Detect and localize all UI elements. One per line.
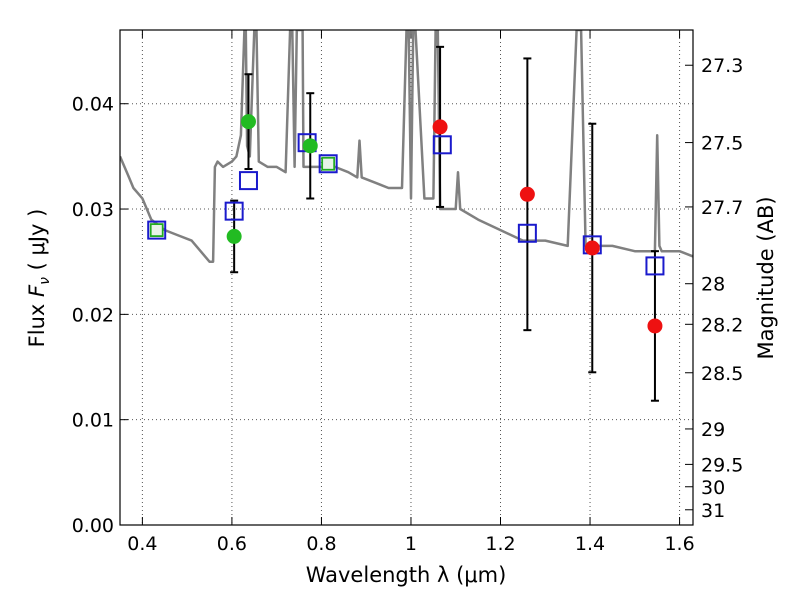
red-point-0 <box>432 119 448 135</box>
y-tick-label-3: 0.03 <box>72 199 114 221</box>
y-tick-label-4: 0.04 <box>72 94 114 116</box>
y-axis-label-symbol: F <box>25 284 49 297</box>
y2-tick-label-9: 31 <box>701 500 725 522</box>
plot-area <box>120 30 693 402</box>
model-box-8 <box>645 256 665 276</box>
y-axis-label: Flux Fν ( μJy ) <box>25 209 53 348</box>
plot-frame <box>119 29 694 526</box>
x-tick-label-0: 0.4 <box>127 533 157 555</box>
y-axis-label-suffix: ( μJy ) <box>25 209 49 277</box>
y-axis-label-prefix: Flux <box>25 297 49 347</box>
y2-tick-label-3: 28 <box>701 274 725 296</box>
y-tick-label-2: 0.02 <box>72 304 114 326</box>
y-tick-label-1: 0.01 <box>72 410 114 432</box>
y2-tick-label-2: 27.7 <box>701 197 743 219</box>
model-box-5 <box>432 135 452 155</box>
axes-frame <box>119 29 694 526</box>
red-point-1 <box>519 186 535 202</box>
model-box-6 <box>517 223 537 243</box>
y2-tick-label-4: 28.2 <box>701 314 743 336</box>
x-tick-label-1: 0.6 <box>217 533 247 555</box>
model-box-2 <box>238 171 258 191</box>
y2-tick-label-7: 29.5 <box>701 454 743 476</box>
tick-labels: 0.4 0.6 0.8 1 1.2 1.4 1.6 0.00 0.01 0.02 0.03 0.04 2… <box>72 55 744 555</box>
green-point-2 <box>302 138 318 154</box>
y2-tick-label-5: 28.5 <box>701 363 743 385</box>
red-point-2 <box>584 240 600 256</box>
y-tick-label-0: 0.00 <box>72 515 114 537</box>
model-box-0 <box>147 220 167 240</box>
y2-tick-label-8: 30 <box>701 477 725 499</box>
model-box-1 <box>224 201 244 221</box>
x-axis-label: Wavelength λ (μm) <box>306 563 507 587</box>
inner-box-0 <box>149 223 164 238</box>
model-spectrum-line <box>120 30 693 263</box>
y2-tick-label-0: 27.3 <box>701 55 743 77</box>
inner-box-1 <box>321 156 336 171</box>
x-tick-label-2: 0.8 <box>306 533 336 555</box>
green-point-1 <box>240 114 256 130</box>
y-axis-label-subscript: ν <box>37 277 53 285</box>
y2-tick-label-1: 27.5 <box>701 133 743 155</box>
grid <box>120 30 693 526</box>
x-tick-label-4: 1.2 <box>485 533 515 555</box>
x-tick-label-3: 1 <box>405 533 417 555</box>
green-point-0 <box>226 228 242 244</box>
x-tick-label-6: 1.6 <box>664 533 694 555</box>
secondary-y-axis-label: Magnitude (AB) <box>754 196 778 359</box>
x-tick-label-5: 1.4 <box>575 533 605 555</box>
model-box-4 <box>318 154 338 174</box>
red-point-3 <box>647 318 663 334</box>
y2-tick-label-6: 29 <box>701 419 725 441</box>
